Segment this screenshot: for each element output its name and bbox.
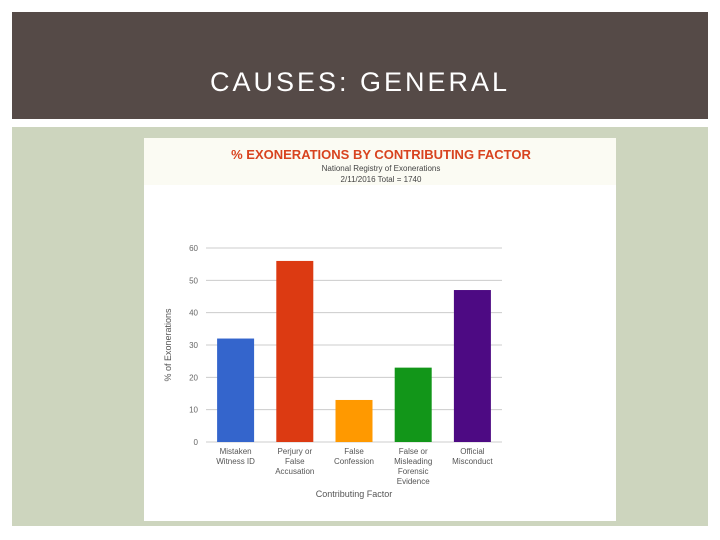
y-tick-label: 30 <box>189 341 198 350</box>
slide-title: CAUSES: GENERAL <box>209 67 511 97</box>
x-tick-label: False or Misleading Forensic Evidence <box>394 447 432 486</box>
y-tick-label: 20 <box>189 373 198 382</box>
x-tick-label: False Confession <box>334 447 374 466</box>
bar <box>394 367 432 442</box>
x-tick-label: Official Misconduct <box>452 447 493 466</box>
bar <box>335 399 373 442</box>
chart-subtitle-line-2: 2/11/2016 Total = 1740 <box>341 175 422 184</box>
chart-title: % EXONERATIONS BY CONTRIBUTING FACTOR <box>231 147 531 162</box>
bars <box>217 260 491 442</box>
x-tick-label: Perjury or False Accusation <box>275 447 314 476</box>
chart-header-band <box>144 138 616 185</box>
bar <box>217 338 255 442</box>
y-tick-label: 60 <box>189 244 198 253</box>
y-tick-labels: 0 10 20 30 40 50 60 <box>189 244 198 447</box>
bar <box>453 290 491 442</box>
x-axis-label: Contributing Factor <box>316 489 393 499</box>
x-tick-labels: Mistaken Witness ID Perjury or False Accusat… <box>216 447 493 486</box>
y-tick-label: 10 <box>189 406 198 415</box>
exonerations-bar-chart: % EXONERATIONS BY CONTRIBUTING FACTOR Na… <box>163 147 531 499</box>
chart-panel: % EXONERATIONS BY CONTRIBUTING FACTOR Na… <box>144 138 616 521</box>
y-tick-label: 40 <box>189 309 198 318</box>
y-tick-label: 0 <box>194 438 199 447</box>
grid-lines <box>206 247 502 443</box>
slide-header: CAUSES: GENERAL <box>12 12 708 119</box>
x-tick-label: Mistaken Witness ID <box>216 447 255 466</box>
y-axis-label: % of Exonerations <box>163 308 173 382</box>
bar <box>276 260 314 442</box>
y-tick-label: 50 <box>189 276 198 285</box>
chart-subtitle-line-1: National Registry of Exonerations <box>322 164 441 173</box>
